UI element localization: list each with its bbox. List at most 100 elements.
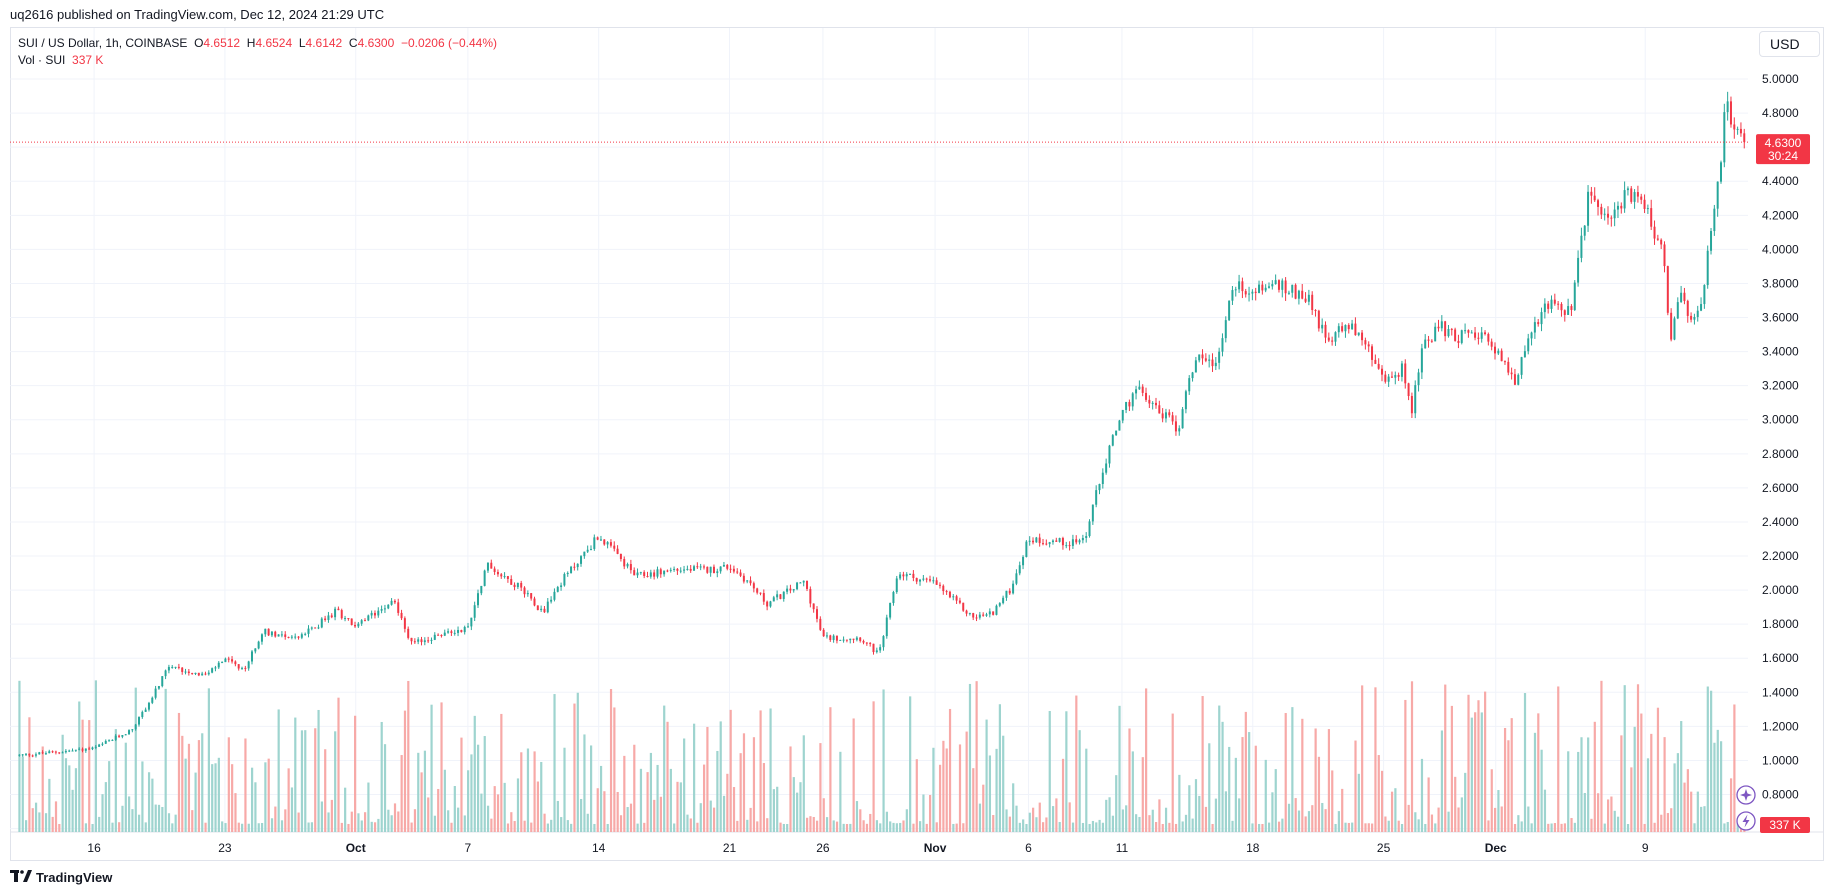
candle-body: [892, 592, 895, 604]
candle-body: [915, 578, 918, 582]
volume-bar: [1613, 810, 1616, 832]
volume-bar: [114, 729, 117, 832]
candle-body: [746, 580, 749, 582]
candle-body: [1284, 280, 1287, 294]
candle-body: [171, 666, 174, 668]
candle-body: [1154, 402, 1157, 406]
volume-bar: [254, 782, 257, 832]
volume-bar: [247, 823, 250, 832]
candle-body: [623, 559, 626, 567]
candle-body: [1410, 396, 1413, 414]
volume-bar: [1680, 721, 1683, 832]
volume-bar: [1580, 737, 1583, 832]
volume-bar: [1311, 805, 1314, 832]
candle-body: [1211, 359, 1214, 367]
volume-bar: [1274, 769, 1277, 832]
currency-button[interactable]: USD: [1759, 31, 1820, 57]
candle-body: [1045, 543, 1048, 545]
candle-body: [184, 671, 187, 673]
candle-body: [786, 588, 789, 592]
volume-bar: [560, 817, 563, 832]
lightning-icon-bolt: [1742, 814, 1750, 828]
volume-bar: [1041, 822, 1045, 832]
candle-body: [1716, 181, 1719, 209]
volume-bar: [297, 812, 300, 832]
volume-bar: [111, 822, 114, 832]
volume-bar: [693, 723, 696, 832]
candle-body: [639, 572, 642, 574]
volume-bar: [855, 801, 859, 832]
volume-bar: [995, 748, 998, 832]
volume-bar: [204, 822, 207, 832]
candle-body: [1135, 389, 1138, 394]
candle-body: [885, 617, 888, 637]
candle-body: [380, 609, 383, 611]
volume-bar: [260, 822, 264, 832]
volume-bar: [1430, 814, 1434, 832]
volume-bar: [965, 731, 968, 832]
candle-body: [294, 636, 297, 638]
volume-bar: [354, 715, 357, 832]
volume-bar: [1410, 681, 1414, 832]
candle-body: [41, 752, 44, 754]
candle-body: [480, 585, 483, 594]
volume-bar: [978, 803, 982, 832]
volume-bar: [227, 737, 230, 832]
candle-body: [1015, 573, 1018, 584]
volume-bar: [629, 803, 633, 832]
volume-bar: [1314, 728, 1317, 832]
volume-bar: [294, 717, 297, 832]
candle-body: [393, 600, 396, 603]
volume-bar: [1291, 707, 1294, 832]
volume-bar: [224, 823, 227, 832]
candle-body: [1666, 266, 1669, 313]
volume-bar: [1394, 788, 1397, 832]
candle-body: [437, 634, 440, 636]
volume-bar: [1304, 816, 1307, 832]
candle-body: [1068, 545, 1071, 547]
candle-body: [1324, 324, 1327, 338]
volume-bar: [1646, 758, 1650, 832]
volume-bar: [782, 823, 785, 832]
legend-symbol[interactable]: SUI / US Dollar, 1h, COINBASE: [18, 36, 188, 50]
candle-body: [855, 637, 858, 640]
candle-body: [523, 587, 526, 595]
volume-bar: [1616, 816, 1620, 832]
footer-branding[interactable]: TradingView: [10, 870, 112, 885]
candle-body: [1733, 124, 1736, 130]
legend-volume-label[interactable]: Vol · SUI: [18, 53, 66, 67]
volume-bar: [580, 798, 583, 832]
volume-bar: [457, 807, 460, 832]
candle-body: [1121, 409, 1124, 421]
sparkle-icon[interactable]: [1736, 785, 1756, 805]
candle-body: [1035, 537, 1038, 543]
volume-bar: [1374, 687, 1377, 832]
candle-body: [1527, 338, 1530, 352]
candle-body: [1440, 321, 1443, 329]
candle-body: [1008, 590, 1011, 594]
candle-body: [1700, 304, 1703, 311]
lightning-icon[interactable]: [1736, 811, 1756, 831]
candle-body: [1201, 354, 1204, 359]
candle-body: [899, 574, 902, 579]
candle-body: [1703, 285, 1706, 305]
volume-bar: [1131, 751, 1134, 832]
volume-bar: [1032, 807, 1035, 832]
candle-body: [360, 620, 363, 624]
price-tick-label: 1.0000: [1762, 753, 1799, 767]
candle-body: [1424, 339, 1427, 349]
volume-bar: [1331, 770, 1334, 832]
volume-bar: [553, 694, 556, 832]
volume-bar: [686, 814, 689, 832]
volume-bar: [1570, 818, 1573, 832]
candle-body: [1311, 294, 1314, 311]
volume-bar: [1075, 695, 1078, 832]
volume-bar: [181, 735, 184, 832]
candle-body: [1540, 312, 1543, 325]
candle-body: [1680, 292, 1683, 303]
candle-body: [1444, 321, 1447, 337]
candle-body: [94, 746, 97, 748]
volume-bar: [1530, 823, 1533, 832]
candle-body: [1437, 326, 1440, 329]
